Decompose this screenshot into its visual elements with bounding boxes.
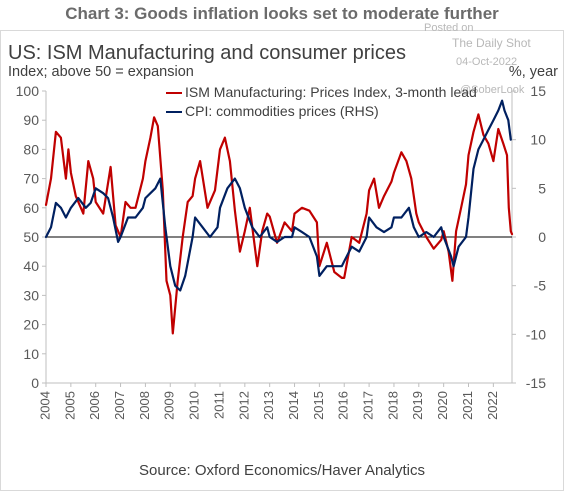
- chart-banner: Chart 3: Goods inflation looks set to mo…: [65, 4, 499, 23]
- x-tick-label: 2004: [37, 391, 52, 420]
- right-tick-label: -15: [526, 375, 546, 391]
- chart-title: US: ISM Manufacturing and consumer price…: [8, 42, 406, 64]
- right-tick-label: 0: [538, 229, 546, 245]
- watermark-date: 04-Oct-2022: [456, 56, 518, 68]
- x-tick-label: 2016: [336, 391, 351, 420]
- watermark-site: The Daily Shot: [452, 36, 531, 50]
- x-tick-label: 2006: [87, 391, 102, 420]
- left-tick-label: 20: [23, 317, 39, 333]
- legend-ism-swatch: [166, 92, 182, 95]
- left-tick-label: 60: [23, 200, 39, 216]
- left-tick-label: 40: [23, 258, 39, 274]
- x-tick-label: 2015: [311, 391, 326, 420]
- x-tick-label: 2019: [410, 391, 425, 420]
- left-tick-label: 100: [16, 83, 40, 99]
- watermark-posted-on: Posted on: [424, 22, 474, 34]
- x-tick-label: 2018: [385, 391, 400, 420]
- right-tick-label: 5: [538, 180, 546, 196]
- x-tick-label: 2007: [112, 391, 127, 420]
- x-tick-label: 2011: [211, 391, 226, 419]
- left-tick-label: 10: [23, 346, 39, 362]
- x-tick-label: 2005: [62, 391, 77, 420]
- left-tick-label: 90: [23, 112, 39, 128]
- series-line-ism: [44, 113, 514, 335]
- right-axis-label: %, year: [508, 64, 558, 80]
- legend-cpi: CPI: commodities prices (RHS): [166, 103, 379, 119]
- left-axis-label: Index; above 50 = expansion: [8, 64, 194, 80]
- x-tick-label: 2009: [162, 391, 177, 420]
- right-tick-label: -10: [526, 326, 546, 342]
- legend-cpi-label: CPI: commodities prices (RHS): [185, 103, 379, 119]
- legend-ism: ISM Manufacturing: Prices Index, 3-month…: [166, 84, 477, 100]
- x-tick-label: 2020: [435, 391, 450, 420]
- x-tick-label: 2021: [460, 391, 475, 420]
- series-line-cpi: [44, 99, 512, 292]
- x-tick-label: 2014: [286, 391, 301, 420]
- watermark-handle: @SoberLook: [460, 84, 525, 96]
- legend-cpi-swatch: [166, 111, 182, 114]
- x-tick-label: 2017: [361, 391, 376, 420]
- left-tick-label: 80: [23, 141, 39, 157]
- right-tick-label: 15: [530, 83, 546, 99]
- legend-ism-label: ISM Manufacturing: Prices Index, 3-month…: [185, 84, 477, 100]
- right-tick-label: -5: [534, 278, 547, 294]
- left-tick-label: 50: [23, 229, 39, 245]
- left-tick-label: 30: [23, 287, 39, 303]
- chart-source: Source: Oxford Economics/Haver Analytics: [139, 462, 425, 479]
- x-tick-label: 2022: [485, 391, 500, 420]
- x-tick-label: 2010: [187, 391, 202, 420]
- right-tick-label: 10: [530, 132, 546, 148]
- x-tick-label: 2012: [236, 391, 251, 420]
- left-tick-label: 0: [31, 375, 39, 391]
- x-tick-label: 2013: [261, 391, 276, 420]
- left-tick-label: 70: [23, 171, 39, 187]
- x-tick-label: 2008: [137, 391, 152, 420]
